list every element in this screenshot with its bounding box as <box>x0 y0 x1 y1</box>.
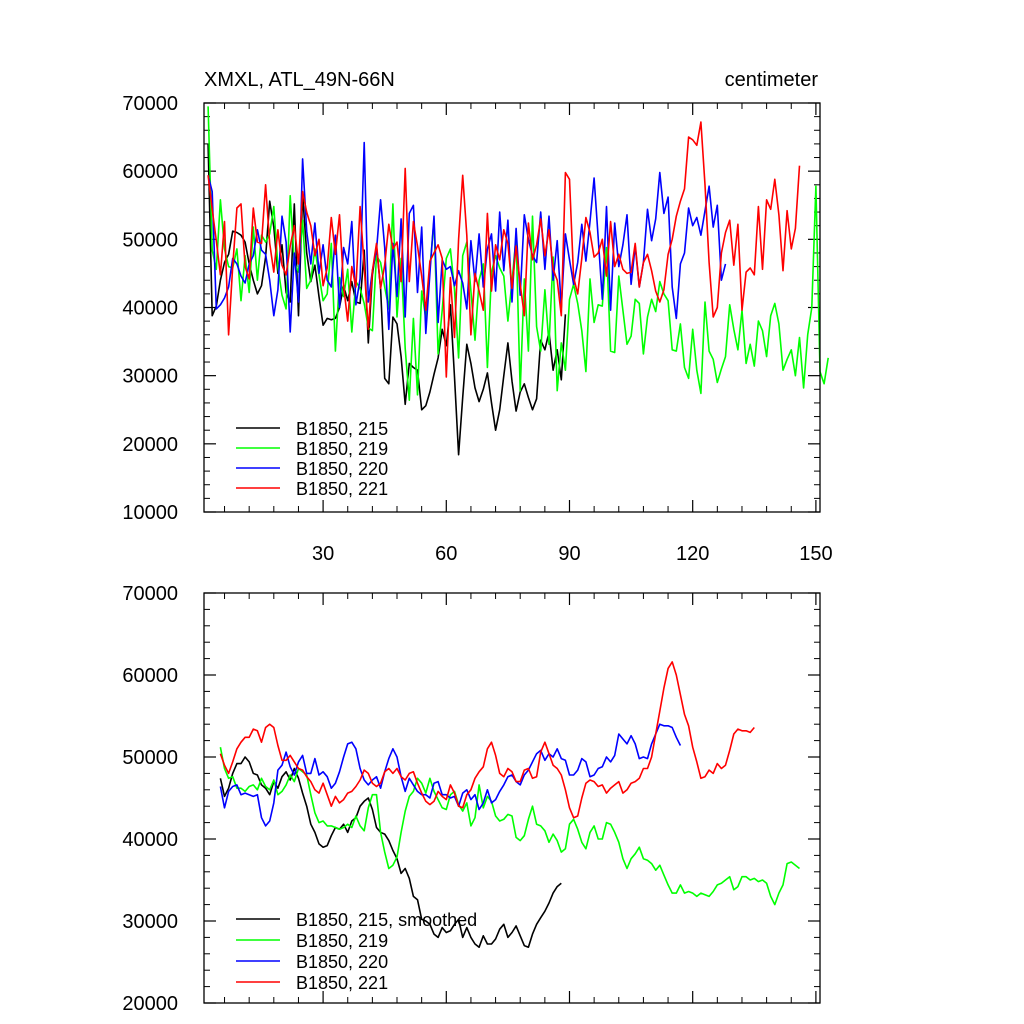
y-tick-label: 10000 <box>122 502 178 524</box>
y-tick-label: 30000 <box>122 911 178 933</box>
y-tick-label: 50000 <box>122 229 178 251</box>
x-tick-label: 150 <box>799 543 832 565</box>
y-tick-label: 20000 <box>122 434 178 456</box>
y-tick-label: 40000 <box>122 829 178 851</box>
y-tick-label: 70000 <box>122 583 178 605</box>
series-line-4 <box>219 661 755 819</box>
x-tick-label: 120 <box>676 543 709 565</box>
legend-label: B1850, 221 <box>296 973 388 993</box>
plot-frame-top <box>203 102 821 513</box>
y-tick-label: 20000 <box>122 993 178 1015</box>
chart-units-label: centimeter <box>725 69 819 91</box>
x-tick-label: 60 <box>435 543 457 565</box>
x-tick-label: 90 <box>558 543 580 565</box>
chart-panel-bottom: 20000 30000 40000 50000 60000 70000 B1850, 21… <box>122 583 821 1015</box>
legend-label: B1850, 220 <box>296 952 388 972</box>
y-tick-label: 40000 <box>122 298 178 320</box>
series-line-1 <box>207 143 567 456</box>
legend-label: B1850, 221 <box>296 479 388 499</box>
series-line-2 <box>219 747 801 906</box>
series-line-4 <box>207 121 801 378</box>
y-tick-label: 30000 <box>122 366 178 388</box>
legend-label: B1850, 219 <box>296 931 388 951</box>
series-line-2 <box>207 106 829 402</box>
plot-frame-bottom <box>203 592 821 1004</box>
legend-label: B1850, 215 <box>296 419 388 439</box>
chart-panel-top: XMXL, ATL_49N-66N centimeter 10000 20000 3… <box>122 69 832 565</box>
y-tick-label: 50000 <box>122 747 178 769</box>
legend-label: B1850, 215, smoothed <box>296 910 477 930</box>
x-tick-label: 30 <box>312 543 334 565</box>
y-tick-label: 70000 <box>122 93 178 115</box>
y-tick-label: 60000 <box>122 665 178 687</box>
legend-label: B1850, 219 <box>296 439 388 459</box>
chart-title: XMXL, ATL_49N-66N <box>204 69 395 91</box>
legend-label: B1850, 220 <box>296 459 388 479</box>
y-tick-label: 60000 <box>122 161 178 183</box>
series-line-1 <box>219 756 562 949</box>
